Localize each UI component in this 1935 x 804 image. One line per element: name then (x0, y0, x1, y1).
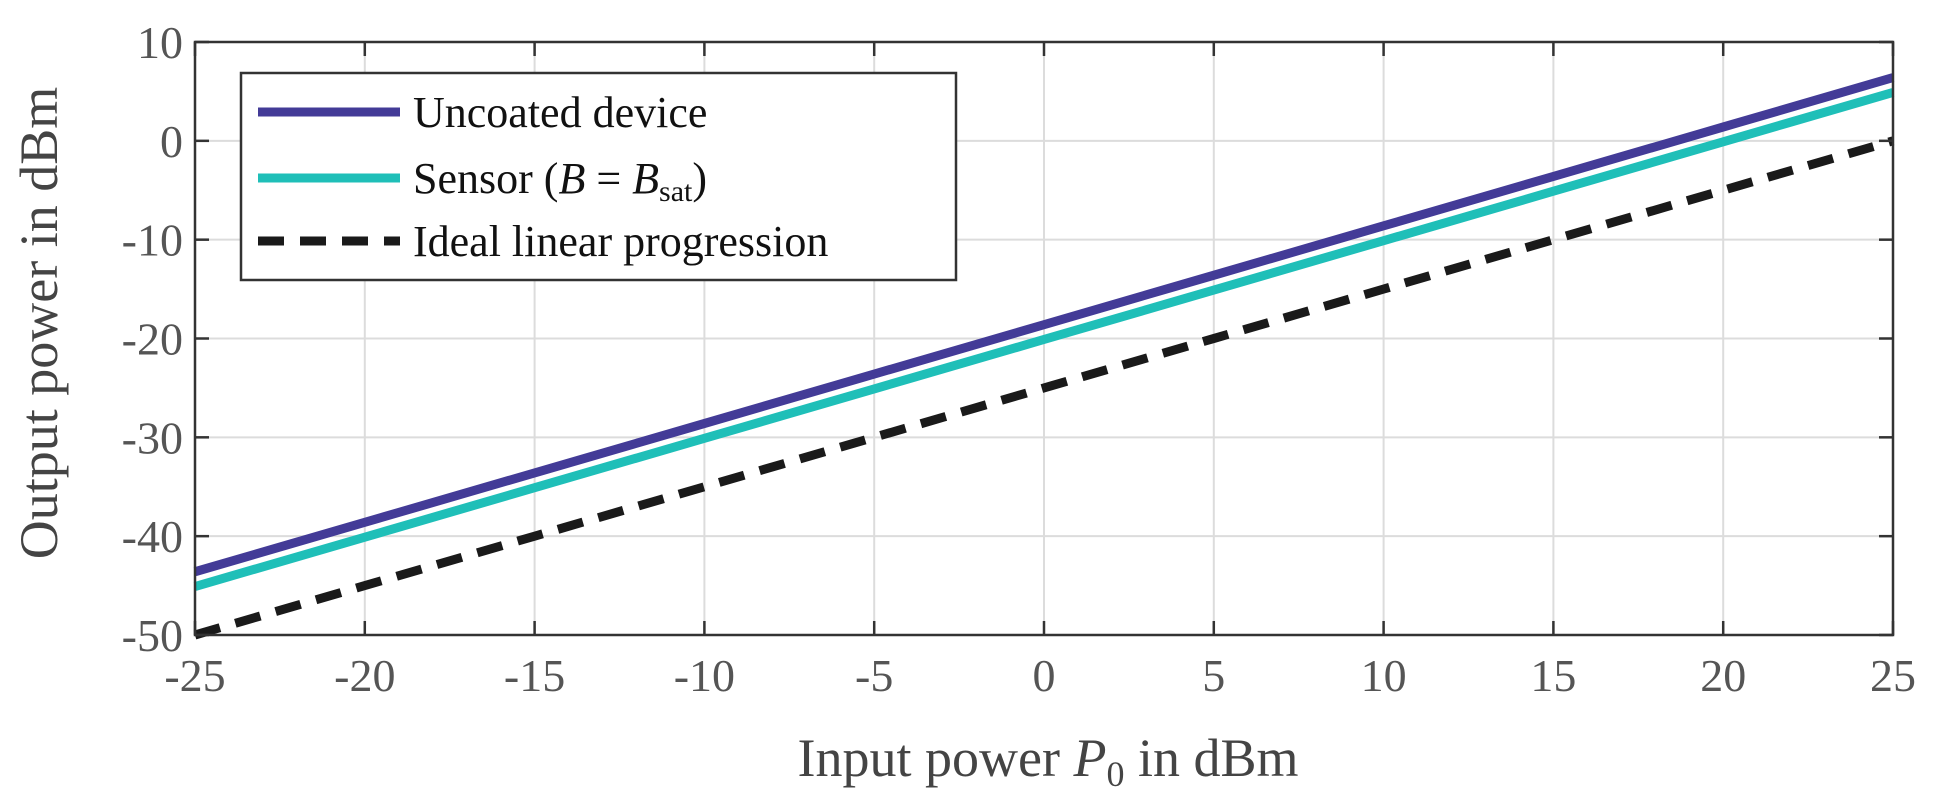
y-tick-label: 0 (160, 116, 183, 167)
series-line-uncoated-device (193, 73, 1895, 577)
x-axis-label-subscript: 0 (1106, 754, 1124, 794)
axis-ticks (193, 40, 1895, 637)
legend: Uncoated device Sensor (B = Bsat) Ideal … (239, 71, 958, 282)
x-tick-label: -15 (504, 650, 565, 701)
y-tick-label: -40 (122, 511, 183, 562)
x-tick-label: 20 (1700, 650, 1746, 701)
x-tick-label: 0 (1033, 650, 1056, 701)
legend-label-ideal: Ideal linear progression (413, 217, 828, 266)
x-axis-label-symbol: P (1072, 728, 1106, 788)
x-axis-label-suffix: in dBm (1124, 728, 1298, 788)
series-group (193, 73, 1895, 640)
y-tick-label: 10 (137, 17, 183, 68)
x-tick-label: 25 (1870, 650, 1916, 701)
legend-label-sensor: Sensor (B = Bsat) (413, 154, 707, 208)
y-tick-label: -30 (122, 412, 183, 463)
y-tick-label: -10 (122, 215, 183, 266)
legend-label-uncoated: Uncoated device (413, 88, 707, 137)
x-tick-label: -10 (674, 650, 735, 701)
y-tick-label: -50 (122, 610, 183, 661)
x-axis-label-prefix: Input power (798, 728, 1074, 788)
series-line-ideal-linear-progression (193, 136, 1895, 640)
x-tick-label: -25 (164, 650, 225, 701)
tick-labels: -25 -20 -15 -10 -5 0 5 10 15 20 25-50-40-30-20-100… (122, 17, 1916, 701)
x-tick-label: 5 (1202, 650, 1225, 701)
x-tick-label: 15 (1530, 650, 1576, 701)
x-tick-label: -5 (855, 650, 893, 701)
y-tick-label: -20 (122, 314, 183, 365)
x-tick-label: -20 (334, 650, 395, 701)
x-tick-label: 10 (1361, 650, 1407, 701)
y-axis-label: Output power in dBm (9, 87, 69, 559)
x-axis-label: Input power P0 in dBm (798, 728, 1299, 794)
series-line-sensor-b-b-sat (193, 88, 1895, 591)
